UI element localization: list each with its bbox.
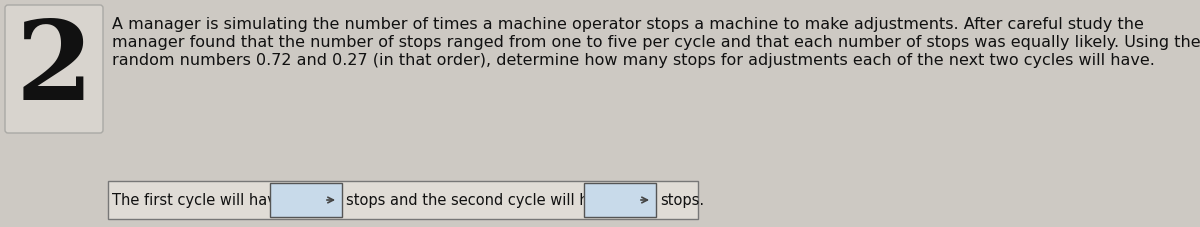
FancyBboxPatch shape bbox=[5, 5, 103, 133]
Bar bbox=[270, 183, 342, 217]
Text: The first cycle will have: The first cycle will have bbox=[112, 192, 284, 207]
Text: random numbers 0.72 and 0.27 (in that order), determine how many stops for adjus: random numbers 0.72 and 0.27 (in that or… bbox=[112, 53, 1154, 68]
Text: stops.: stops. bbox=[660, 192, 704, 207]
Text: manager found that the number of stops ranged from one to five per cycle and tha: manager found that the number of stops r… bbox=[112, 35, 1200, 50]
Text: 2: 2 bbox=[16, 15, 92, 123]
Bar bbox=[584, 183, 656, 217]
Bar bbox=[108, 181, 698, 219]
Text: A manager is simulating the number of times a machine operator stops a machine t: A manager is simulating the number of ti… bbox=[112, 17, 1144, 32]
Text: stops and the second cycle will have: stops and the second cycle will have bbox=[346, 192, 616, 207]
